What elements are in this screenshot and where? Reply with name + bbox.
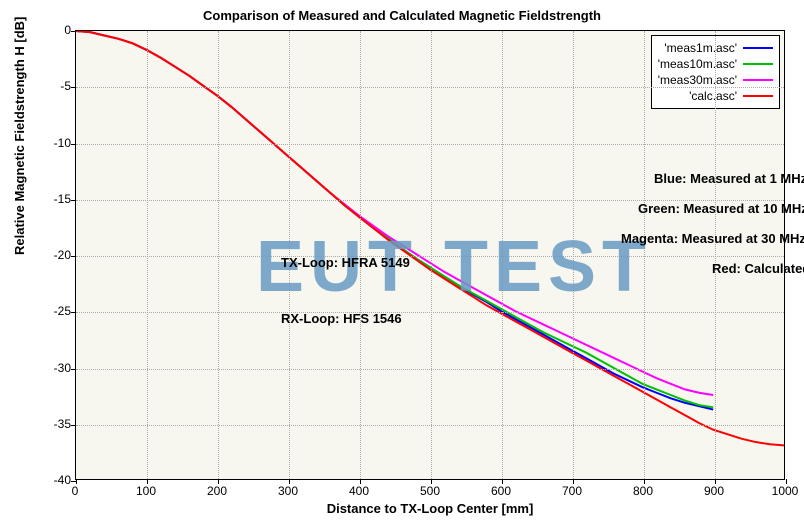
- xtick-label: 400: [349, 484, 369, 498]
- legend-label: 'meas30m.asc': [658, 73, 737, 87]
- ytick-label: -15: [54, 192, 71, 206]
- ytick-label: -30: [54, 361, 71, 375]
- ytick-label: -20: [54, 248, 71, 262]
- legend-label: 'meas10m.asc': [658, 57, 737, 71]
- xtick-label: 500: [420, 484, 440, 498]
- grid-line-h: [76, 425, 784, 426]
- grid-line-h: [76, 312, 784, 313]
- ytick-mark: [71, 87, 76, 88]
- x-axis-label: Distance to TX-Loop Center [mm]: [75, 501, 785, 516]
- xtick-label: 800: [633, 484, 653, 498]
- annotation-text: Red: Calculated: [712, 261, 804, 276]
- legend-line-icon: [743, 47, 773, 49]
- grid-line-h: [76, 87, 784, 88]
- legend-label: 'calc.asc': [689, 89, 737, 103]
- ytick-label: -10: [54, 136, 71, 150]
- legend-line-icon: [743, 79, 773, 81]
- ytick-label: -25: [54, 304, 71, 318]
- xtick-label: 0: [72, 484, 79, 498]
- grid-line-h: [76, 144, 784, 145]
- ytick-mark: [71, 31, 76, 32]
- chart-title: Comparison of Measured and Calculated Ma…: [0, 8, 804, 23]
- y-axis-label: Relative Magnetic Fieldstrength H [dB]: [12, 17, 27, 255]
- annotation-text: TX-Loop: HFRA 5149: [281, 255, 410, 270]
- ytick-mark: [71, 312, 76, 313]
- xtick-label: 300: [278, 484, 298, 498]
- annotation-text: Green: Measured at 10 MHz: [638, 201, 804, 216]
- grid-line-h: [76, 369, 784, 370]
- xtick-label: 600: [491, 484, 511, 498]
- ytick-mark: [71, 256, 76, 257]
- legend-label: 'meas1m.asc': [664, 41, 737, 55]
- xtick-label: 700: [562, 484, 582, 498]
- ytick-label: -40: [54, 473, 71, 487]
- ytick-label: -5: [60, 79, 71, 93]
- ytick-mark: [71, 425, 76, 426]
- ytick-mark: [71, 369, 76, 370]
- xtick-label: 1000: [772, 484, 799, 498]
- ytick-label: 0: [64, 23, 71, 37]
- grid-line-v: [147, 31, 148, 479]
- plot-area: 'meas1m.asc' 'meas10m.asc' 'meas30m.asc' 'c…: [75, 30, 785, 480]
- ytick-label: -35: [54, 417, 71, 431]
- xtick-label: 200: [207, 484, 227, 498]
- chart-container: Comparison of Measured and Calculated Ma…: [0, 0, 804, 522]
- xtick-label: 900: [704, 484, 724, 498]
- grid-line-v: [715, 31, 716, 479]
- series-meas30m: [76, 31, 713, 395]
- annotation-text: RX-Loop: HFS 1546: [281, 311, 402, 326]
- annotation-text: Blue: Measured at 1 MHz: [654, 171, 804, 186]
- ytick-mark: [71, 200, 76, 201]
- grid-line-v: [218, 31, 219, 479]
- xtick-label: 100: [136, 484, 156, 498]
- legend-line-icon: [743, 63, 773, 65]
- annotation-text: Magenta: Measured at 30 MHz: [621, 231, 804, 246]
- legend-line-icon: [743, 95, 773, 97]
- ytick-mark: [71, 144, 76, 145]
